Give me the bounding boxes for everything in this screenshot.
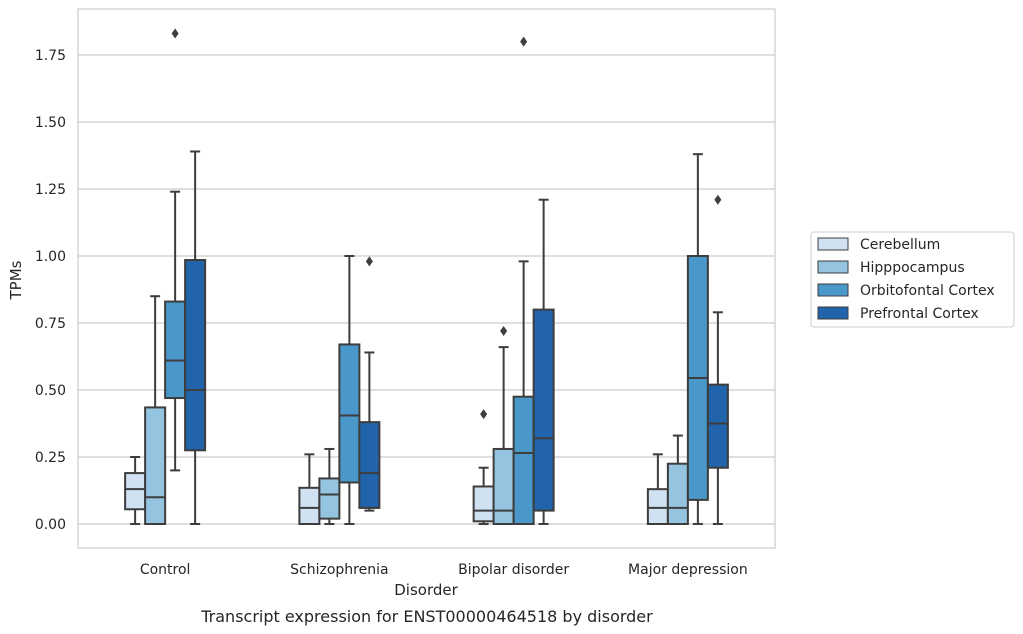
legend-label: Orbitofontal Cortex xyxy=(860,283,995,299)
legend-swatch xyxy=(817,283,849,297)
box-prefrontal-cortex xyxy=(358,256,381,512)
category-group xyxy=(472,36,555,526)
box-iqr xyxy=(338,343,361,484)
x-tick-label: Bipolar disorder xyxy=(458,562,569,578)
legend-label: Hipppocampus xyxy=(860,260,965,276)
outlier-point xyxy=(171,28,179,39)
box-hipppocampus xyxy=(144,295,167,526)
y-axis-title: TPMs xyxy=(7,260,25,300)
box-iqr xyxy=(358,421,381,509)
legend-swatch xyxy=(817,237,849,251)
x-tick-label: Schizophrenia xyxy=(290,562,388,578)
plot-frame xyxy=(77,8,776,549)
x-tick-label: Control xyxy=(140,562,191,578)
box-orbitofontal-cortex xyxy=(686,153,709,525)
legend-item: Orbitofontal Cortex xyxy=(817,283,995,299)
box-prefrontal-cortex xyxy=(532,198,555,525)
box-iqr xyxy=(318,477,341,520)
x-axis-ticks: Control Schizophrenia Bipolar disorder Majo… xyxy=(140,562,748,578)
box-iqr xyxy=(144,406,167,526)
box-iqr xyxy=(184,259,207,452)
legend-item: Prefrontal Cortex xyxy=(817,306,979,322)
box-iqr xyxy=(666,462,689,526)
outlier-point xyxy=(714,194,722,205)
outlier-point xyxy=(500,326,508,337)
y-tick-label: 0.50 xyxy=(35,383,66,399)
box-prefrontal-cortex xyxy=(184,150,207,525)
outlier-point xyxy=(480,409,488,420)
box-iqr xyxy=(492,447,515,525)
legend: Cerebellum Hipppocampus Orbitofontal Corte… xyxy=(810,231,1015,328)
box-iqr xyxy=(646,488,669,526)
box-orbitofontal-cortex xyxy=(164,28,187,472)
outlier-point xyxy=(520,36,528,47)
legend-item: Cerebellum xyxy=(817,237,940,253)
y-tick-label: 1.00 xyxy=(35,249,66,265)
legend-item: Hipppocampus xyxy=(817,260,965,276)
y-tick-label: 1.50 xyxy=(35,115,66,131)
box-cerebellum xyxy=(124,456,147,525)
x-tick-label: Major depression xyxy=(628,562,748,578)
box-hipppocampus xyxy=(318,447,341,525)
box-iqr xyxy=(532,308,555,512)
y-tick-label: 1.25 xyxy=(35,182,66,198)
box-iqr xyxy=(706,383,729,469)
box-iqr xyxy=(472,485,495,523)
legend-swatch xyxy=(817,306,849,320)
y-tick-label: 0.25 xyxy=(35,450,66,466)
category-group xyxy=(298,255,381,526)
outlier-point xyxy=(365,256,373,267)
y-tick-label: 0.00 xyxy=(35,517,66,533)
category-group xyxy=(646,153,729,526)
legend-swatch xyxy=(817,260,849,274)
legend-label: Cerebellum xyxy=(860,237,940,253)
box-orbitofontal-cortex xyxy=(338,255,361,525)
y-tick-label: 0.75 xyxy=(35,316,66,332)
x-axis-title: Disorder xyxy=(394,581,458,599)
box-iqr xyxy=(298,486,321,526)
category-group xyxy=(124,28,207,526)
legend-frame xyxy=(810,231,1015,328)
y-axis-ticks: 0.00 0.25 0.50 0.75 1.00 1.25 1.50 1.75 xyxy=(35,48,66,533)
box-iqr xyxy=(164,300,187,400)
box-iqr xyxy=(124,472,147,511)
box-prefrontal-cortex xyxy=(706,194,729,525)
y-tick-label: 1.75 xyxy=(35,48,66,64)
legend-label: Prefrontal Cortex xyxy=(860,306,979,322)
box-iqr xyxy=(512,395,535,526)
box-groups xyxy=(124,28,729,526)
chart-caption: Transcript expression for ENST0000046451… xyxy=(200,607,653,626)
box-hipppocampus xyxy=(666,434,689,526)
